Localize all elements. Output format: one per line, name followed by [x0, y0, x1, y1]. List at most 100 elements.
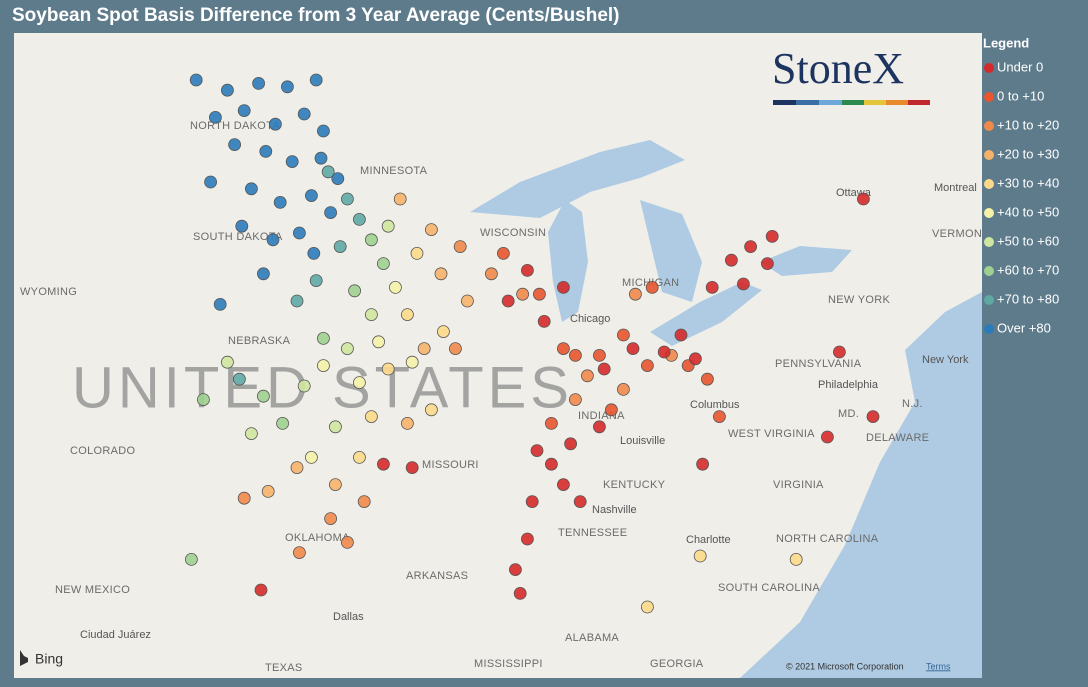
- basis-point: [304, 189, 318, 203]
- basis-point: [290, 294, 304, 308]
- basis-point: [208, 111, 222, 124]
- basis-point: [617, 328, 630, 342]
- basis-point: [513, 587, 527, 600]
- basis-point: [381, 219, 395, 233]
- legend-title: Legend: [983, 35, 1029, 50]
- basis-point: [393, 192, 407, 206]
- basis-point: [324, 206, 338, 220]
- city-label: Montreal: [934, 182, 977, 194]
- legend-label: +40 to +50: [997, 204, 1059, 219]
- state-label: TEXAS: [265, 662, 303, 674]
- logo-bar: [796, 100, 819, 105]
- logo-bar: [842, 100, 864, 105]
- basis-point: [737, 277, 750, 291]
- map[interactable]: UNITED STATES NORTH DAKOTA MINNESOTA SOU…: [14, 33, 989, 678]
- legend-swatch: [984, 150, 994, 160]
- basis-point: [400, 416, 414, 430]
- basis-point: [405, 355, 419, 369]
- basis-point: [866, 410, 880, 424]
- basis-point: [340, 192, 354, 206]
- state-label: MISSOURI: [422, 459, 479, 471]
- basis-point: [557, 342, 570, 356]
- basis-point: [626, 342, 640, 356]
- basis-point: [213, 297, 227, 311]
- basis-point: [564, 437, 577, 451]
- basis-point: [254, 583, 268, 597]
- basis-point: [256, 389, 270, 403]
- basis-point: [537, 314, 551, 328]
- basis-point: [348, 284, 362, 298]
- state-label: VIRGINIA: [773, 479, 824, 491]
- basis-point: [617, 382, 630, 396]
- legend-label: +30 to +40: [997, 175, 1059, 190]
- basis-point: [376, 257, 390, 271]
- legend-swatch: [984, 266, 994, 276]
- map-attribution: Bing © 2021 Microsoft Corporation Terms: [20, 650, 951, 671]
- state-label: INDIANA: [578, 410, 625, 422]
- basis-point: [376, 457, 390, 471]
- basis-point: [352, 450, 366, 464]
- basis-point: [352, 212, 366, 226]
- basis-point: [496, 246, 510, 260]
- lake-huron: [640, 200, 702, 302]
- state-label: KENTUCKY: [603, 479, 666, 491]
- basis-point: [276, 416, 290, 430]
- basis-point: [569, 348, 582, 362]
- basis-point: [765, 229, 779, 243]
- city-label: Louisville: [620, 435, 665, 447]
- lake-superior: [470, 140, 685, 218]
- basis-point: [448, 342, 462, 356]
- basis-point: [761, 257, 774, 271]
- basis-point: [501, 294, 515, 308]
- basis-point: [424, 223, 438, 237]
- city-label: Dallas: [333, 611, 364, 623]
- basis-point: [266, 233, 280, 247]
- basis-point: [316, 124, 330, 138]
- basis-point: [693, 549, 707, 563]
- basis-point: [629, 287, 642, 301]
- basis-point: [220, 355, 234, 369]
- basis-point: [581, 369, 594, 383]
- basis-point: [533, 287, 546, 301]
- state-label: ARKANSAS: [406, 570, 468, 582]
- logo-bar: [773, 100, 796, 105]
- basis-point: [304, 450, 318, 464]
- legend-swatch: [984, 295, 994, 305]
- basis-point: [744, 240, 757, 254]
- basis-point: [316, 359, 330, 373]
- basis-point: [405, 461, 419, 475]
- terms-link[interactable]: Terms: [926, 661, 951, 671]
- bing-label: Bing: [35, 651, 63, 667]
- basis-point: [237, 491, 251, 505]
- basis-point: [545, 416, 558, 430]
- basis-point: [220, 83, 234, 97]
- basis-point: [725, 253, 738, 267]
- basis-point: [436, 325, 450, 339]
- state-label: NORTH DAKOTA: [190, 120, 280, 132]
- basis-point: [705, 280, 719, 294]
- legend-label: 0 to +10: [997, 88, 1044, 103]
- basis-point: [328, 478, 342, 492]
- logo-bar: [819, 100, 842, 105]
- basis-point: [557, 478, 570, 492]
- basis-point: [410, 246, 424, 260]
- basis-point: [388, 280, 402, 294]
- basis-point: [605, 403, 618, 417]
- basis-point: [237, 104, 251, 117]
- legend-swatch: [984, 63, 994, 73]
- basis-point: [259, 144, 273, 158]
- state-label: ALABAMA: [565, 632, 619, 644]
- basis-point: [297, 379, 311, 393]
- basis-point: [713, 410, 726, 424]
- legend-swatch: [984, 121, 994, 131]
- lake-ontario: [760, 246, 852, 276]
- basis-point: [290, 461, 304, 475]
- basis-point: [340, 536, 354, 549]
- basis-point: [292, 226, 306, 240]
- city-label: New York: [922, 354, 969, 366]
- basis-point: [292, 546, 306, 559]
- legend-swatch: [984, 324, 994, 334]
- basis-point: [273, 195, 287, 209]
- basis-point: [333, 240, 347, 254]
